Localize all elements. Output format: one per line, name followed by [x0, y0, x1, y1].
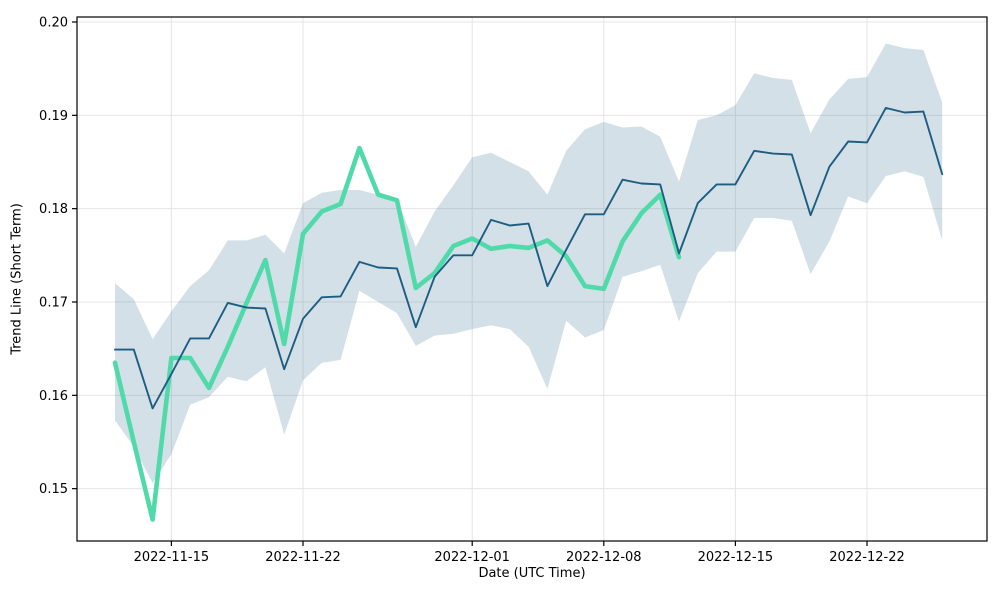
trend-line	[114, 106, 944, 410]
y-tick-label: 0.20	[39, 16, 68, 31]
x-tick-label: 2022-11-22	[265, 550, 341, 565]
y-axis-label: Trend Line (Short Term)	[9, 203, 25, 355]
x-tick-label: 2022-12-08	[566, 550, 642, 565]
short-term-line	[112, 145, 682, 522]
x-tick-label: 2022-12-15	[698, 550, 774, 565]
y-tick-label: 0.17	[39, 296, 68, 311]
y-tick-label: 0.15	[39, 482, 68, 497]
y-tick-label: 0.18	[39, 202, 68, 217]
y-tick-label: 0.16	[39, 389, 68, 404]
x-tick-label: 2022-12-22	[829, 550, 905, 565]
plot-border	[76, 16, 988, 542]
x-tick-label: 2022-11-15	[134, 550, 210, 565]
x-tick-label: 2022-12-01	[434, 550, 510, 565]
confidence-band	[115, 43, 943, 484]
x-axis-label: Date (UTC Time)	[478, 566, 586, 581]
y-tick-label: 0.19	[39, 109, 68, 124]
